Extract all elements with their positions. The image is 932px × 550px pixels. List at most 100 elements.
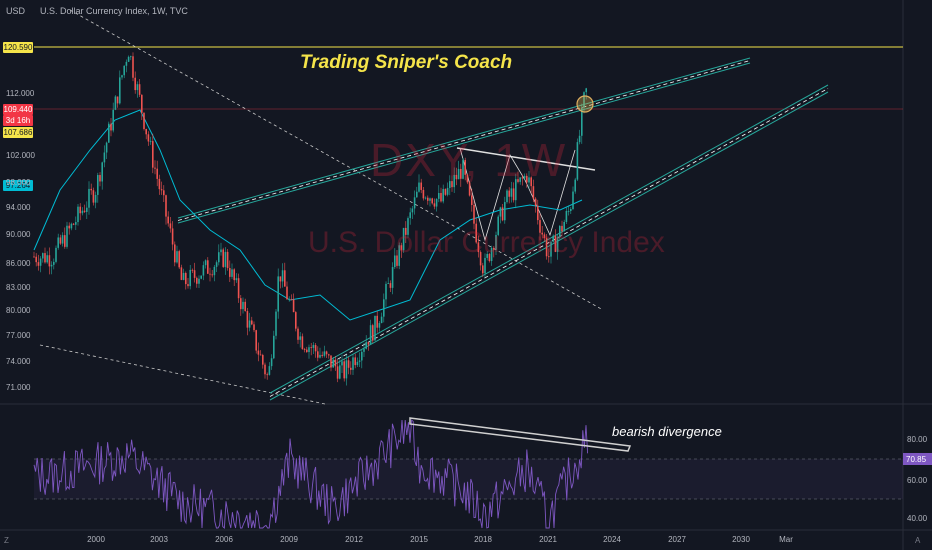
candle-body bbox=[180, 267, 183, 280]
candle-body bbox=[391, 267, 394, 288]
y-tick: 102.000 bbox=[6, 151, 35, 160]
candle-body bbox=[235, 278, 238, 281]
candle-body bbox=[413, 197, 416, 209]
candle-body bbox=[501, 207, 504, 221]
candle-body bbox=[446, 187, 449, 195]
candle-body bbox=[479, 252, 482, 266]
candle-body bbox=[231, 269, 233, 277]
candle-body bbox=[66, 225, 68, 247]
candle-body bbox=[141, 94, 143, 113]
candle-body bbox=[504, 202, 506, 221]
candle-body bbox=[526, 175, 528, 183]
chart-title: U.S. Dollar Currency Index, 1W, TVC bbox=[40, 6, 188, 16]
candle-body bbox=[229, 268, 231, 277]
candle-body bbox=[374, 315, 376, 341]
lower-channel-midline bbox=[269, 88, 829, 397]
candle-body bbox=[253, 324, 255, 331]
candle-body bbox=[169, 223, 172, 229]
candle-body bbox=[473, 204, 475, 224]
candle-body bbox=[110, 123, 112, 131]
candle-body bbox=[284, 270, 286, 287]
upper-channel-line-a bbox=[177, 57, 751, 219]
candle-body bbox=[325, 351, 328, 355]
x-tick: 2024 bbox=[603, 535, 621, 544]
candle-body bbox=[105, 142, 108, 153]
candle-body bbox=[576, 142, 579, 180]
candle-body bbox=[506, 190, 508, 203]
divergence-band bbox=[409, 417, 632, 452]
auto-scale-icon[interactable]: A bbox=[915, 536, 921, 545]
candle-body bbox=[328, 354, 330, 356]
candle-body bbox=[35, 256, 37, 263]
candle-body bbox=[299, 336, 301, 340]
candle-body bbox=[539, 220, 541, 233]
candle-body bbox=[477, 242, 480, 253]
candle-body bbox=[237, 278, 240, 299]
candle-body bbox=[350, 367, 352, 370]
candle-body bbox=[442, 188, 444, 202]
y-tick: 77.000 bbox=[6, 331, 31, 340]
candle-body bbox=[578, 135, 581, 143]
candle-body bbox=[585, 88, 587, 93]
candle-body bbox=[490, 248, 493, 262]
candle-body bbox=[457, 168, 460, 180]
candle-body bbox=[251, 320, 253, 325]
candle-body bbox=[471, 195, 473, 205]
candle-body bbox=[259, 354, 262, 356]
candle-body bbox=[314, 345, 317, 352]
candle-body bbox=[556, 237, 559, 252]
candle-body bbox=[138, 84, 141, 95]
candle-body bbox=[64, 235, 66, 247]
candle-body bbox=[583, 92, 585, 108]
candle-body bbox=[453, 174, 455, 188]
candle-body bbox=[512, 188, 515, 201]
y-tick: 80.000 bbox=[6, 306, 31, 315]
candle-body bbox=[334, 359, 337, 367]
candle-body bbox=[119, 77, 121, 104]
candle-body bbox=[211, 274, 213, 276]
candle-body bbox=[264, 364, 266, 375]
candle-body bbox=[193, 270, 196, 278]
rsi-tick: 60.00 bbox=[907, 476, 928, 485]
candle-body bbox=[281, 270, 284, 282]
candle-body bbox=[347, 360, 350, 368]
candle-body bbox=[152, 141, 154, 168]
candle-body bbox=[290, 299, 293, 301]
candle-body bbox=[222, 249, 224, 267]
candle-body bbox=[101, 162, 103, 182]
candle-body bbox=[218, 252, 220, 263]
candle-body bbox=[367, 342, 370, 345]
candle-body bbox=[55, 247, 57, 262]
candle-body bbox=[273, 335, 275, 359]
candle-body bbox=[363, 348, 365, 352]
y-tick: 71.000 bbox=[6, 383, 31, 392]
candle-body bbox=[86, 207, 88, 212]
candle-body bbox=[427, 197, 429, 201]
candle-body bbox=[317, 351, 319, 358]
candle-body bbox=[559, 225, 561, 238]
candle-body bbox=[365, 342, 367, 349]
candle-body bbox=[532, 186, 535, 199]
candle-body bbox=[81, 210, 84, 214]
candle-body bbox=[484, 257, 486, 274]
candle-body bbox=[295, 312, 297, 329]
y-tick: 86.000 bbox=[6, 259, 31, 268]
candle-body bbox=[33, 256, 35, 258]
last-price-label: 109.440 bbox=[3, 104, 33, 115]
candle-body bbox=[59, 237, 62, 244]
upper-channel-line-b bbox=[177, 62, 751, 224]
candle-body bbox=[303, 349, 306, 350]
candle-body bbox=[154, 167, 156, 169]
candle-body bbox=[123, 65, 125, 76]
countdown-label: 3d 16h bbox=[3, 115, 33, 126]
candle-body bbox=[372, 325, 374, 341]
candle-body bbox=[519, 177, 521, 182]
candle-body bbox=[358, 360, 361, 362]
candle-body bbox=[424, 197, 427, 199]
zoom-icon[interactable]: Z bbox=[4, 536, 9, 545]
candle-body bbox=[486, 253, 488, 258]
x-tick: 2012 bbox=[345, 535, 363, 544]
candle-body bbox=[466, 174, 469, 183]
